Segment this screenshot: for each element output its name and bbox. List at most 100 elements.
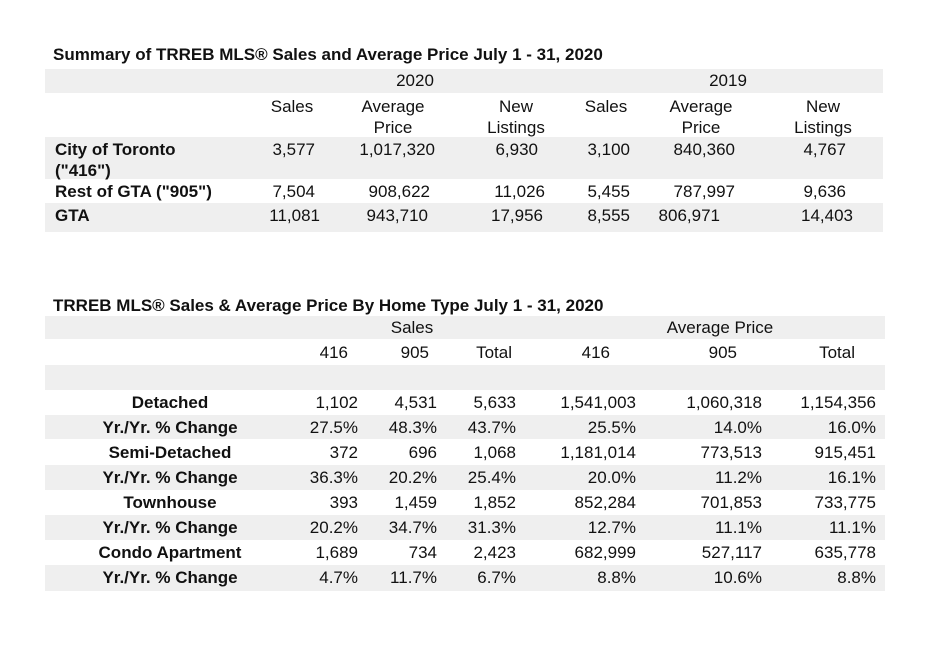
home-type-cell: 733,775 [814,493,876,512]
summary-year-2020: 2020 [396,71,434,90]
summary-col-avgprice-2019: Average Price [669,97,733,137]
summary-title: Summary of TRREB MLS® Sales and Average … [53,45,603,64]
home-type-cell: 20.2% [309,518,358,537]
summary-col-newlistings-2020: New Listings [487,97,545,137]
home-type-cell: 1,541,003 [560,393,636,412]
home-type-cell: 852,284 [574,493,636,512]
home-type-cell: 1,689 [315,543,358,562]
home-type-col-price-416: 416 [581,343,610,362]
summary-cell: 8,555 [587,206,630,225]
home-type-cell: 11.1% [715,518,762,537]
home-type-col-sales-905: 905 [400,343,429,362]
home-type-cell: 12.7% [587,518,636,537]
home-type-cell: 20.2% [388,468,437,487]
home-type-band-row [45,415,885,439]
home-type-row-label: Condo Apartment [98,543,242,562]
summary-col-newlistings-2019: New Listings [794,97,852,137]
home-type-cell: 11.2% [715,468,762,487]
home-type-cell: 8.8% [597,568,636,587]
home-type-cell: 635,778 [814,543,876,562]
home-type-col-price-total: Total [819,343,855,362]
home-type-cell: 527,117 [701,543,762,562]
home-type-group-price: Average Price [666,318,774,337]
summary-cell: 3,577 [272,140,315,159]
summary-col-sales-2020: Sales [270,97,314,116]
home-type-cell: 2,423 [473,543,516,562]
home-type-band-row [45,565,885,591]
summary-col-avgprice-2020: Average Price [361,97,425,137]
home-type-cell: 25.5% [587,418,636,437]
summary-cell: 806,971 [658,206,720,225]
home-type-cell: 11.7% [390,568,437,587]
home-type-cell: 4.7% [319,568,358,587]
summary-band-row-416 [45,137,883,179]
home-type-cell: 16.1% [827,468,876,487]
summary-cell: 5,455 [587,182,630,201]
summary-row-label: Rest of GTA ("905") [55,182,212,201]
home-type-cell: 1,060,318 [686,393,762,412]
home-type-cell: 34.7% [388,518,437,537]
home-type-band-row [45,465,885,490]
home-type-cell: 27.5% [309,418,358,437]
home-type-band-spacer [45,365,885,390]
summary-cell: 11,026 [494,182,545,201]
summary-cell: 11,081 [269,206,320,225]
summary-cell: 6,930 [495,140,538,159]
summary-cell: 908,622 [368,182,430,201]
home-type-cell: 393 [329,493,358,512]
home-type-cell: 31.3% [467,518,516,537]
home-type-cell: 43.7% [467,418,516,437]
summary-cell: 17,956 [491,206,543,225]
summary-cell: 787,997 [673,182,735,201]
home-type-cell: 682,999 [574,543,636,562]
home-type-cell: 48.3% [388,418,437,437]
home-type-row-label: Yr./Yr. % Change [102,418,238,437]
summary-cell: 1,017,320 [359,140,435,159]
home-type-cell: 8.8% [837,568,876,587]
home-type-cell: 1,154,356 [800,393,876,412]
home-type-cell: 36.3% [309,468,358,487]
home-type-cell: 1,181,014 [560,443,636,462]
home-type-row-label: Townhouse [123,493,217,512]
summary-year-2019: 2019 [709,71,747,90]
home-type-cell: 1,459 [394,493,437,512]
home-type-cell: 11.1% [829,518,876,537]
summary-cell: 9,636 [803,182,846,201]
home-type-col-sales-416: 416 [319,343,348,362]
home-type-cell: 25.4% [467,468,516,487]
summary-row-label: GTA [55,206,90,225]
summary-col-sales-2019: Sales [584,97,628,116]
home-type-row-label: Yr./Yr. % Change [102,568,238,587]
summary-band-year [45,69,883,93]
home-type-cell: 6.7% [477,568,516,587]
home-type-cell: 696 [408,443,437,462]
home-type-cell: 16.0% [827,418,876,437]
summary-cell: 943,710 [366,206,428,225]
home-type-cell: 915,451 [814,443,876,462]
home-type-row-label: Semi-Detached [108,443,232,462]
home-type-cell: 10.6% [713,568,762,587]
home-type-title: TRREB MLS® Sales & Average Price By Home… [53,296,604,315]
summary-cell: 7,504 [272,182,315,201]
home-type-col-sales-total: Total [476,343,512,362]
home-type-cell: 20.0% [587,468,636,487]
home-type-cell: 734 [408,543,437,562]
home-type-cell: 4,531 [394,393,437,412]
home-type-group-sales: Sales [390,318,434,337]
home-type-row-label: Yr./Yr. % Change [102,518,238,537]
home-type-cell: 1,102 [315,393,358,412]
home-type-cell: 372 [329,443,358,462]
summary-cell: 14,403 [801,206,853,225]
home-type-band-group [45,316,885,339]
home-type-cell: 14.0% [713,418,762,437]
home-type-cell: 1,068 [473,443,516,462]
summary-row-label: City of Toronto ("416") [55,140,176,180]
home-type-cell: 773,513 [700,443,762,462]
summary-band-row-gta [45,203,883,232]
home-type-row-label: Detached [131,393,209,412]
summary-cell: 840,360 [673,140,735,159]
summary-cell: 4,767 [803,140,846,159]
home-type-band-row [45,515,885,540]
home-type-cell: 701,853 [700,493,762,512]
home-type-row-label: Yr./Yr. % Change [102,468,238,487]
